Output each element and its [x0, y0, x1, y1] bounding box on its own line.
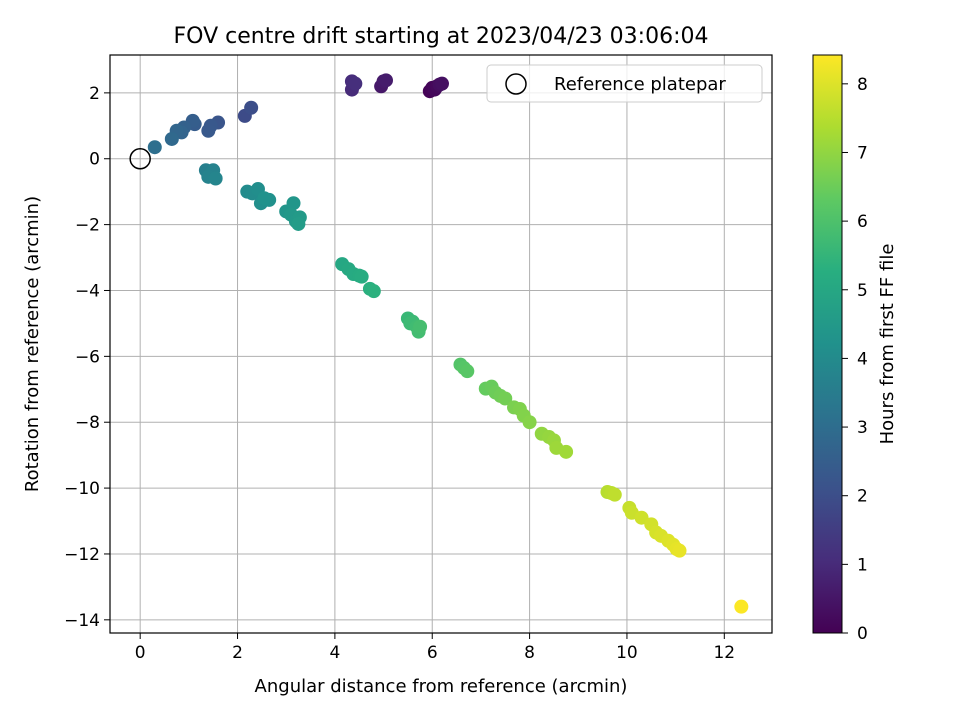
data-point	[257, 191, 272, 206]
colorbar-tick-label: 6	[857, 212, 868, 232]
x-axis-ticks: 0 2 4 6 8 10 12	[135, 633, 735, 663]
data-point	[413, 319, 428, 334]
data-point	[460, 364, 475, 379]
data-point	[607, 487, 622, 502]
data-point	[354, 269, 369, 284]
plot-frame	[109, 54, 773, 634]
data-point	[522, 415, 537, 430]
legend-marker	[505, 73, 527, 95]
y-tick-label: −2	[75, 216, 100, 236]
x-tick-label: 6	[427, 643, 438, 663]
x-tick-label: 4	[329, 643, 340, 663]
x-tick-label: 12	[713, 643, 735, 663]
data-point	[286, 196, 301, 211]
y-tick-label: −6	[75, 347, 100, 367]
data-point	[498, 391, 513, 406]
colorbar: 0 1 2 3 4 5 6 7 8 Hours from first FF file	[812, 54, 898, 644]
grid-lines	[110, 55, 772, 633]
data-point	[366, 284, 381, 299]
data-point	[208, 171, 223, 186]
data-point	[147, 140, 162, 155]
y-tick-label: 0	[89, 150, 100, 170]
colorbar-label: Hours from first FF file	[877, 244, 898, 445]
data-point	[348, 76, 363, 91]
colorbar-tick-label: 2	[857, 487, 868, 507]
y-tick-label: −14	[64, 611, 100, 631]
data-point	[244, 100, 259, 115]
colorbar-tick-label: 5	[857, 281, 868, 301]
legend-label: Reference platepar	[554, 74, 726, 95]
y-tick-label: −8	[75, 413, 100, 433]
data-point	[164, 131, 179, 146]
colorbar-tick-label: 7	[857, 143, 868, 163]
colorbar-tick-label: 1	[857, 555, 868, 575]
data-points	[129, 73, 749, 614]
data-point	[378, 73, 393, 88]
y-axis-label: Rotation from reference (arcmin)	[22, 196, 43, 492]
y-axis-ticks: −14 −12 −10 −8 −6 −4 −2 0 2	[64, 84, 110, 631]
x-axis-label: Angular distance from reference (arcmin)	[255, 676, 628, 697]
colorbar-gradient	[812, 54, 843, 634]
legend: Reference platepar	[486, 64, 763, 103]
colorbar-tick-label: 4	[857, 349, 868, 369]
chart-title: FOV centre drift starting at 2023/04/23 …	[174, 24, 709, 49]
data-point	[291, 216, 306, 231]
x-tick-label: 2	[232, 643, 243, 663]
colorbar-tick-label: 8	[857, 75, 868, 95]
legend-box	[486, 64, 763, 103]
y-tick-label: −10	[64, 479, 100, 499]
data-point	[734, 599, 749, 614]
colorbar-tick-label: 0	[857, 624, 868, 644]
x-tick-label: 10	[616, 643, 638, 663]
reference-platepar-marker	[129, 147, 151, 170]
data-point	[434, 76, 449, 91]
y-tick-label: −12	[64, 545, 100, 565]
data-point	[672, 543, 687, 558]
x-tick-label: 0	[135, 643, 146, 663]
data-point	[559, 444, 574, 459]
colorbar-ticks: 0 1 2 3 4 5 6 7 8	[842, 75, 868, 644]
x-tick-label: 8	[524, 643, 535, 663]
data-point	[201, 123, 216, 138]
y-tick-label: 2	[89, 84, 100, 104]
colorbar-tick-label: 3	[857, 418, 868, 438]
y-tick-label: −4	[75, 281, 100, 301]
